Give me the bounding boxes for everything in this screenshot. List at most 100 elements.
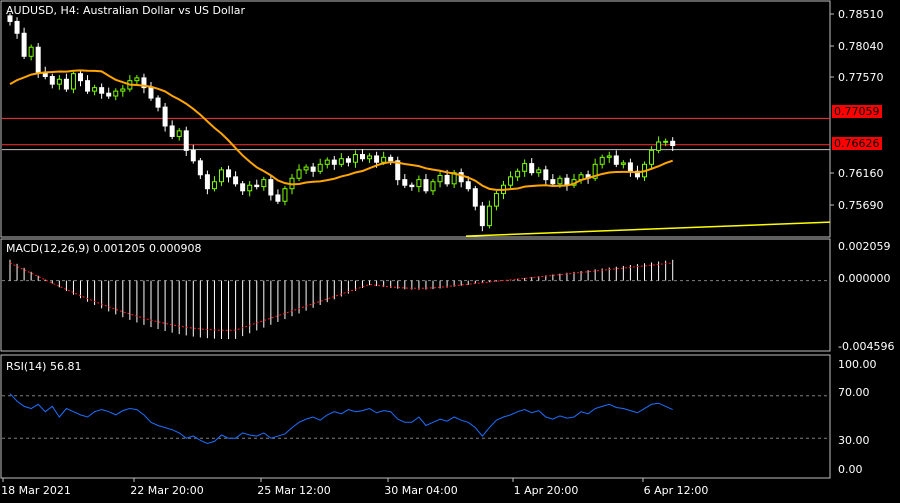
candle-body xyxy=(324,159,330,165)
candle-body xyxy=(656,141,662,151)
candle-body xyxy=(85,80,91,92)
candle-body xyxy=(620,162,626,165)
price-tick-label: 0.78040 xyxy=(838,40,884,53)
rsi-tick-label: 30.00 xyxy=(838,434,870,447)
candle-body xyxy=(536,169,542,174)
candle-body xyxy=(35,46,41,73)
candle-body xyxy=(472,188,478,207)
candle-body xyxy=(120,88,126,92)
macd-tick-label: 0.002059 xyxy=(838,240,891,253)
candle-body xyxy=(409,184,415,188)
candle-body xyxy=(261,179,267,188)
macd-panel-frame xyxy=(0,238,831,352)
rsi-label: RSI(14) 56.81 xyxy=(6,360,82,373)
candle-body xyxy=(493,193,499,207)
candle-body xyxy=(56,78,62,85)
macd-panel[interactable] xyxy=(2,259,830,340)
candle-body xyxy=(508,176,514,186)
candle-body xyxy=(522,163,528,172)
candle-body xyxy=(169,125,175,137)
candle-body xyxy=(268,179,274,196)
rsi-panel-frame xyxy=(0,354,831,479)
candle-body xyxy=(49,75,55,85)
candle-body xyxy=(543,169,549,181)
candle-body xyxy=(381,156,387,163)
candle-body xyxy=(310,166,316,172)
candle-body xyxy=(28,46,34,57)
candle-body xyxy=(374,155,380,163)
axes: 0.785100.780400.775700.761600.756900.002… xyxy=(1,8,894,497)
price-panel-frame xyxy=(0,0,831,238)
moving-average-line xyxy=(9,69,674,191)
candle-body xyxy=(515,170,521,178)
candle-body xyxy=(550,179,556,185)
candle-body xyxy=(360,154,365,160)
candle-body xyxy=(423,179,429,192)
candle-body xyxy=(296,169,302,179)
rsi-tick-label: 70.00 xyxy=(838,386,870,399)
price-tick-label: 0.77570 xyxy=(838,71,884,84)
macd-signal-line xyxy=(9,262,673,331)
bid-price-tag: 0.76626 xyxy=(832,137,882,150)
candle-body xyxy=(92,87,98,92)
rsi-tick-label: 0.00 xyxy=(838,463,863,476)
candle-body xyxy=(148,87,154,99)
rsi-tick-label: 100.00 xyxy=(838,358,877,371)
candle-body xyxy=(240,183,246,192)
candle-body xyxy=(402,179,408,186)
candle-body xyxy=(183,130,189,151)
time-tick-label: 30 Mar 04:00 xyxy=(384,484,457,497)
candle-body xyxy=(331,159,337,165)
candle-body xyxy=(627,162,633,172)
hline-price-tag: 0.77059 xyxy=(832,105,882,118)
candle-body xyxy=(78,73,83,82)
candle-body xyxy=(458,172,464,183)
candle-body xyxy=(247,184,253,192)
macd-label: MACD(12,26,9) 0.001205 0.000908 xyxy=(6,242,202,255)
candle-body xyxy=(663,140,669,143)
candle-body xyxy=(352,154,358,163)
candle-body xyxy=(204,174,210,190)
candle-body xyxy=(437,174,443,183)
candle-body xyxy=(197,160,203,176)
candle-body xyxy=(592,163,598,179)
candle-body xyxy=(338,158,344,165)
time-tick-label: 22 Mar 20:00 xyxy=(130,484,203,497)
time-tick-label: 18 Mar 2021 xyxy=(1,484,71,497)
rsi-panel[interactable] xyxy=(2,393,830,445)
candle-body xyxy=(395,160,401,181)
candle-body xyxy=(134,77,140,82)
candle-body xyxy=(211,181,217,190)
time-tick-label: 25 Mar 12:00 xyxy=(257,484,330,497)
candle-body xyxy=(99,87,105,94)
candle-body xyxy=(162,106,168,127)
candle-body xyxy=(465,181,471,190)
candle-body xyxy=(557,177,563,185)
candle-body xyxy=(416,179,422,188)
candle-body xyxy=(190,149,196,162)
time-tick-label: 6 Apr 12:00 xyxy=(644,484,709,497)
candle-body xyxy=(106,92,112,97)
candle-body xyxy=(479,205,485,227)
candle-body xyxy=(219,169,224,183)
symbol-label: AUDUSD, H4: Australian Dollar vs US Doll… xyxy=(6,4,246,17)
price-tick-label: 0.78510 xyxy=(838,8,884,21)
candle-body xyxy=(21,32,27,57)
price-panel[interactable] xyxy=(2,13,831,237)
candle-body xyxy=(63,78,69,90)
candle-body xyxy=(233,176,239,185)
candle-body xyxy=(388,156,394,162)
candle-body xyxy=(606,155,612,158)
candle-body xyxy=(226,169,232,178)
candle-body xyxy=(303,166,309,171)
candle-body xyxy=(317,163,323,172)
candle-body xyxy=(649,149,655,165)
candle-body xyxy=(634,170,640,178)
candle-body xyxy=(14,20,20,34)
macd-tick-label: 0.000000 xyxy=(838,272,891,285)
candle-body xyxy=(486,205,492,227)
rsi-line xyxy=(9,393,673,445)
support-trendline xyxy=(465,221,831,237)
